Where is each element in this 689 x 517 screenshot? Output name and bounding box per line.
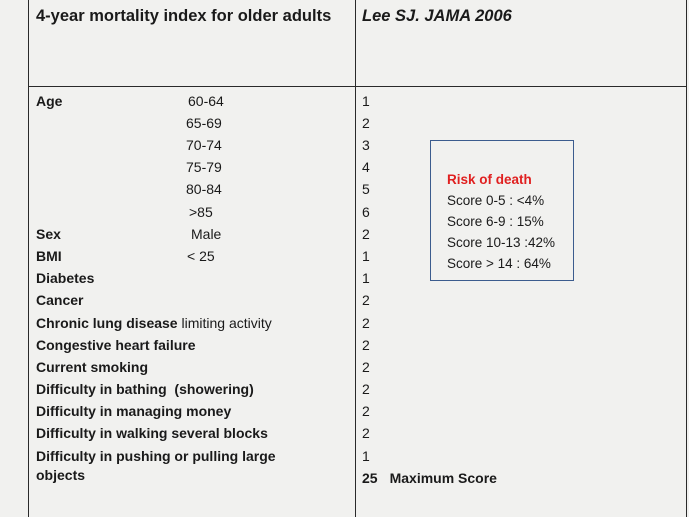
factor-label: Chronic lung disease limiting activity [36, 312, 272, 334]
risk-title: Risk of death [447, 172, 532, 187]
age-label: Age [36, 93, 63, 109]
table-right-border [686, 0, 687, 517]
factor-label: Congestive heart failure [36, 337, 196, 353]
factor-label: Difficulty in managing money [36, 403, 232, 419]
table-row-age-5: 80-84 5 [0, 178, 689, 200]
age-range: 70-74 [186, 137, 222, 153]
table-row-heart-failure: Congestive heart failure 2 [0, 334, 689, 356]
score-value: 1 [362, 270, 370, 286]
score-value: 2 [362, 315, 370, 331]
risk-line: Score 0-5 : <4% [447, 193, 545, 208]
header-divider [28, 86, 686, 87]
table-row-age-3: 70-74 3 [0, 134, 689, 156]
factor-label: Cancer [36, 292, 84, 308]
score-value: 1 [362, 448, 370, 464]
score-value: 2 [362, 226, 370, 242]
citation: Lee SJ. JAMA 2006 [362, 7, 512, 25]
risk-of-death-box: Risk of death Score 0-5 : <4% Score 6-9 … [430, 140, 574, 281]
bmi-label: BMI [36, 248, 62, 264]
table-row-age-4: 75-79 4 [0, 156, 689, 178]
score-value: 2 [362, 337, 370, 353]
score-value: 1 [362, 248, 370, 264]
age-range: 65-69 [186, 115, 222, 131]
table-row-age-2: 65-69 2 [0, 112, 689, 134]
age-range: 80-84 [186, 181, 222, 197]
table-column-divider [355, 0, 356, 517]
score-value: 2 [362, 359, 370, 375]
score-value: 2 [362, 115, 370, 131]
factor-label: Difficulty in pushing or pulling large [36, 448, 276, 464]
table-row-bathing: Difficulty in bathing (showering) 2 [0, 378, 689, 400]
sex-value: Male [191, 226, 222, 242]
score-value: 1 [362, 93, 370, 109]
table-row-age-6: >85 6 [0, 201, 689, 223]
age-range: 60-64 [188, 93, 224, 109]
table-row-bmi: BMI < 25 1 [0, 245, 689, 267]
factor-label-qualifier: limiting activity [177, 315, 272, 331]
table-row-money: Difficulty in managing money 2 [0, 400, 689, 422]
score-value: 5 [362, 181, 370, 197]
table-row-pushing: Difficulty in pushing or pulling large 1 [0, 445, 689, 467]
risk-line: Score 10-13 :42% [447, 235, 556, 250]
table-row-diabetes: Diabetes 1 [0, 267, 689, 289]
table-row-pushing-cont: objects 25 Maximum Score [0, 464, 689, 486]
age-range: 75-79 [186, 159, 222, 175]
table-row-walking: Difficulty in walking several blocks 2 [0, 422, 689, 444]
score-value: 4 [362, 159, 370, 175]
factor-label-continued: objects [36, 467, 86, 483]
score-value: 2 [362, 403, 370, 419]
maximum-score: 25 Maximum Score [362, 467, 497, 489]
table-row-cancer: Cancer 2 [0, 289, 689, 311]
table-row-chronic-lung-disease: Chronic lung disease limiting activity 2 [0, 312, 689, 334]
maximum-score-value: 25 [362, 470, 378, 486]
bmi-value: < 25 [187, 248, 215, 264]
age-range: >85 [189, 204, 213, 220]
risk-line: Score > 14 : 64% [447, 256, 551, 271]
table-title: 4-year mortality index for older adults [36, 7, 332, 25]
table-row-age-1: Age 60-64 1 [0, 90, 689, 112]
score-value: 2 [362, 292, 370, 308]
factor-label: Current smoking [36, 359, 149, 375]
table-row-smoking: Current smoking 2 [0, 356, 689, 378]
table-left-border [28, 0, 29, 517]
sex-label: Sex [36, 226, 61, 242]
score-value: 6 [362, 204, 370, 220]
factor-label: Diabetes [36, 270, 95, 286]
score-value: 2 [362, 425, 370, 441]
factor-label: Difficulty in bathing (showering) [36, 381, 254, 397]
table-row-sex: Sex Male 2 [0, 223, 689, 245]
factor-label-main: Chronic lung disease [36, 315, 178, 331]
risk-line: Score 6-9 : 15% [447, 214, 544, 229]
maximum-score-label: Maximum Score [389, 470, 497, 486]
score-value: 3 [362, 137, 370, 153]
score-value: 2 [362, 381, 370, 397]
factor-label: Difficulty in walking several blocks [36, 425, 268, 441]
